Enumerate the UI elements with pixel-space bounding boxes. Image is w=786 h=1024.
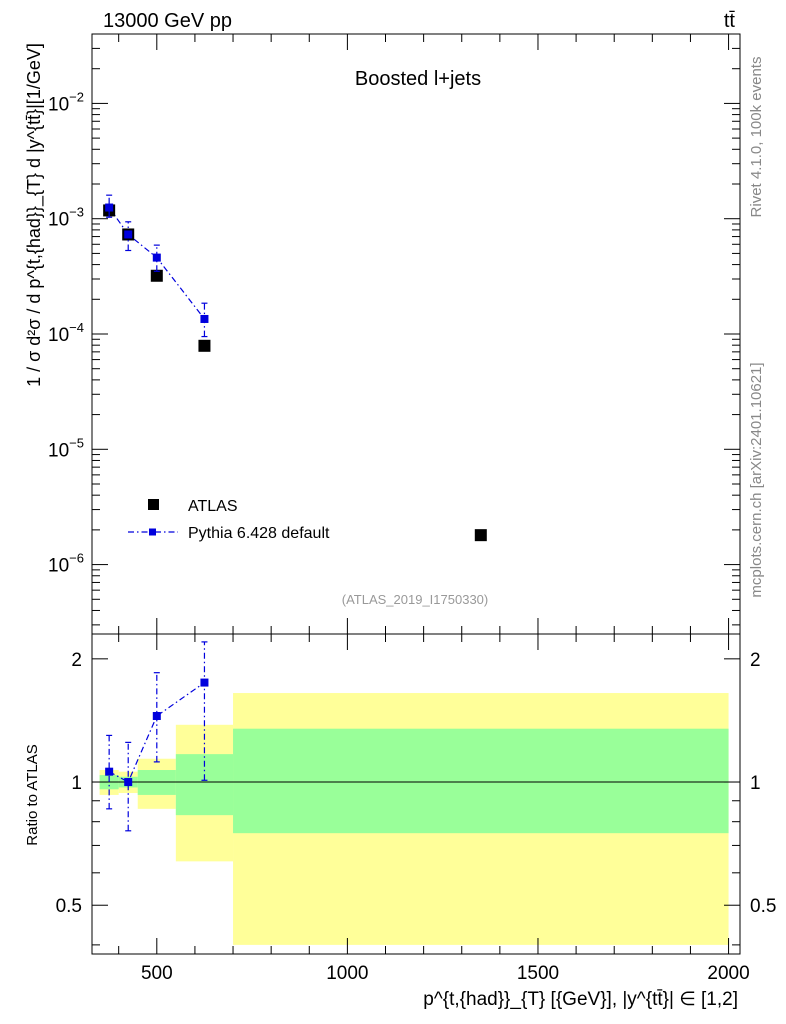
x-tick-label: 1500 <box>517 963 559 984</box>
ratio-panel: Ratio to ATLAS 2 2 1 1 0.5 0.5 500 1000 1500 2000… <box>24 633 776 1010</box>
legend-label-atlas: ATLAS <box>188 498 238 515</box>
ratio-y-tick-label-left: 1 <box>71 773 82 794</box>
rivet-version-label: Rivet 4.1.0, 100k events <box>748 57 765 218</box>
pythia-point <box>200 314 209 323</box>
main-y-tick-label: 10−2 <box>48 89 84 115</box>
main-panel: Boosted l+jets (ATLAS_2019_I1750330) 1 /… <box>24 33 741 635</box>
legend: ATLAS Pythia 6.428 default <box>128 498 330 542</box>
atlas-point <box>150 269 163 282</box>
atlas-point <box>198 339 211 352</box>
legend-label-pythia: Pythia 6.428 default <box>188 525 330 542</box>
x-axis-label: p^{t,{had}}_{T} [{GeV}], |y^{tt̄}| ∈ [1,… <box>423 989 738 1010</box>
legend-marker-pythia <box>149 528 156 536</box>
energy-label: 13000 GeV pp <box>103 10 232 32</box>
ratio-y-tick-label-right: 1 <box>750 773 761 794</box>
process-label: tt̄ <box>724 10 736 32</box>
x-tick-label: 2000 <box>707 963 749 984</box>
main-y-tick-label: 10−6 <box>48 551 84 577</box>
analysis-tag: (ATLAS_2019_I1750330) <box>342 592 488 607</box>
main-y-tick-label: 10−3 <box>48 205 84 231</box>
x-tick-label: 500 <box>141 963 173 984</box>
ratio-y-tick-label-left: 2 <box>71 650 82 671</box>
main-y-tick-label: 10−4 <box>48 320 84 346</box>
ratio-frame <box>91 633 741 955</box>
ratio-y-axis-label: Ratio to ATLAS <box>24 744 41 845</box>
main-y-axis-label: 1 / σ d²σ / d p^{t,{had}}_{T} d |y^{tt̄}… <box>24 43 45 387</box>
pythia-point <box>152 253 161 262</box>
ratio-pythia-point <box>105 767 114 776</box>
pythia-point <box>124 230 133 239</box>
ratio-y-tick-label-right: 2 <box>750 650 761 671</box>
main-y-tick-label: 10−5 <box>48 435 84 461</box>
ratio-pythia-point <box>152 711 161 720</box>
ratio-pythia-point <box>124 778 133 787</box>
ratio-y-tick-label-right: 0.5 <box>750 896 776 917</box>
atlas-point <box>474 529 487 542</box>
pythia-line <box>108 207 205 320</box>
main-title: Boosted l+jets <box>355 68 481 90</box>
ratio-y-tick-label-left: 0.5 <box>56 896 82 917</box>
ratio-pythia-point <box>200 678 209 687</box>
ratio-band-green <box>233 728 729 834</box>
x-tick-label: 1000 <box>326 963 368 984</box>
main-frame <box>91 33 741 635</box>
pythia-point <box>105 203 114 212</box>
ratio-pythia-line <box>108 682 205 783</box>
legend-marker-atlas <box>148 499 159 510</box>
mcplots-label: mcplots.cern.ch [arXiv:2401.10621] <box>748 362 765 597</box>
